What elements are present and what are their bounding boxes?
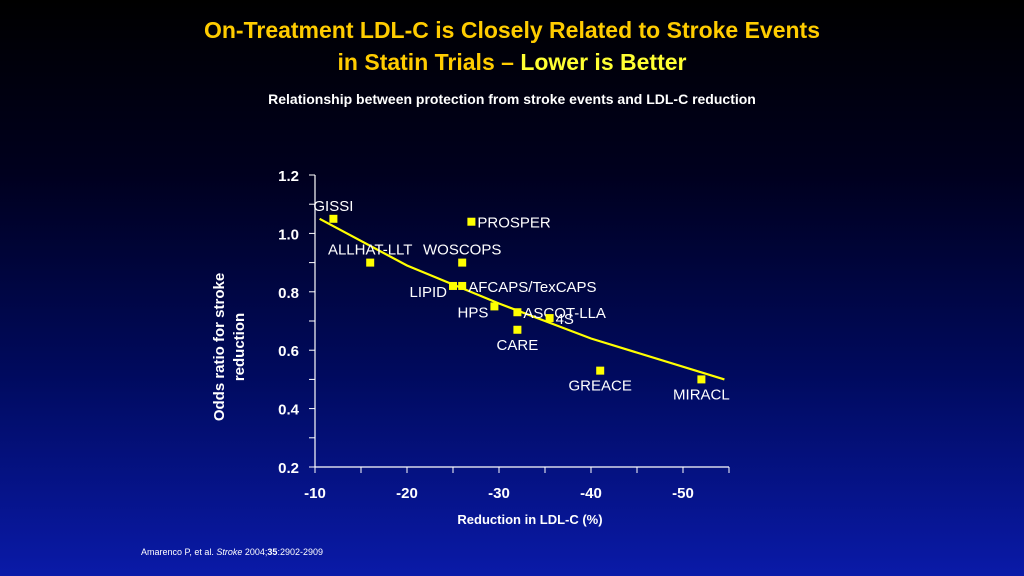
x-tick-label: -30 (488, 485, 510, 502)
axis-labels-group: 0.2 0.4 0.6 0.8 1.0 1.2 -10 -20 -30 -40 -50 Reducti… (211, 168, 694, 527)
data-point (545, 314, 554, 323)
data-point-label: MIRACL (673, 386, 730, 403)
data-point (366, 258, 375, 267)
data-point (458, 281, 467, 290)
y-tick-label: 0.4 (278, 402, 300, 419)
citation-prefix: Amarenco P, et al. (141, 547, 217, 557)
citation: Amarenco P, et al. Stroke 2004;35:2902-2… (141, 547, 323, 557)
data-point (449, 281, 457, 290)
data-point-label: ALLHAT-LLT (328, 242, 412, 259)
data-point-label: LIPID (409, 284, 447, 301)
title-line-2: in Statin Trials – Lower is Better (0, 46, 1024, 78)
y-axis-title-line-1: Odds ratio for stroke (211, 273, 228, 421)
data-point (513, 325, 522, 334)
citation-year: 2004; (242, 547, 268, 557)
data-point-label: CARE (497, 337, 539, 354)
y-tick-label: 1.2 (278, 168, 299, 185)
citation-volume: 35 (267, 547, 278, 557)
trendline-group (319, 217, 725, 381)
x-tick-label: -10 (304, 485, 326, 502)
data-point (467, 217, 476, 226)
data-point (458, 258, 467, 267)
x-tick-label: -40 (580, 485, 602, 502)
data-point (513, 308, 522, 317)
data-point-label: GISSI (313, 198, 353, 215)
title-line-1: On-Treatment LDL-C is Closely Related to… (203, 17, 821, 43)
trend-line (319, 217, 725, 381)
y-tick-label: 0.2 (278, 460, 299, 477)
data-point-label: 4S (556, 311, 574, 328)
y-axis-title-line-2: reduction (231, 313, 248, 381)
y-tick-label: 0.8 (278, 285, 299, 302)
citation-journal: Stroke (216, 547, 243, 557)
y-tick-label: 0.6 (278, 343, 299, 360)
data-point-label: WOSCOPS (423, 242, 501, 259)
data-point-label: PROSPER (477, 215, 551, 232)
x-tick-label: -50 (672, 485, 694, 502)
data-point-label: GREACE (569, 378, 632, 395)
data-point (329, 214, 338, 223)
y-axis-title: Odds ratio for stroke reduction (211, 273, 248, 421)
title-line-2-part-a: in Statin Trials – (337, 49, 521, 75)
chart-axes (309, 174, 730, 473)
data-point-label: ASCOT-LLA (523, 305, 606, 322)
data-point (697, 375, 706, 384)
data-points-group: GISSI PROSPER ALLHAT-LLT WOSCOPS AFCAPS/TexC… (313, 198, 729, 404)
slide-title: On-Treatment LDL-C is Closely Related to… (0, 14, 1024, 78)
data-point-label: AFCAPS/TexCAPS (468, 279, 596, 296)
x-tick-label: -20 (396, 485, 418, 502)
data-point (596, 366, 605, 375)
data-point-label: HPS (458, 304, 489, 321)
citation-pages: :2902-2909 (277, 547, 323, 557)
x-axis-title: Reduction in LDL-C (%) (457, 512, 602, 527)
y-tick-label: 1.0 (278, 226, 299, 243)
slide-subtitle: Relationship between protection from str… (268, 91, 756, 107)
data-point (490, 302, 499, 311)
title-line-2-highlight: Lower is Better (520, 49, 687, 75)
